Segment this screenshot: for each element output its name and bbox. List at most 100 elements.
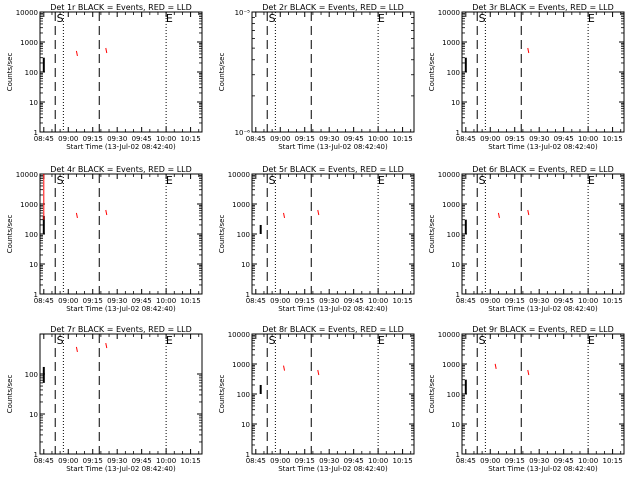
x-tick-label: 09:15 [505, 457, 525, 465]
lld-mark [105, 47, 108, 54]
y-tick-label: 100 [447, 69, 460, 77]
y-tick-label: 1000 [232, 201, 250, 209]
panel-6: Det 6r BLACK = Events, RED = LLD 1 10 100 10… [428, 165, 625, 313]
panel-4: Det 4r BLACK = Events, RED = LLD 1 10 100 10… [6, 165, 203, 313]
x-tick-label: 09:45 [344, 457, 364, 465]
y-tick-label: 10 [241, 261, 250, 269]
marker-label: S [479, 334, 486, 347]
plot-frame [251, 11, 415, 133]
x-axis-label: Start Time (13-Jul-02 08:42:40) [278, 465, 388, 473]
y-tick-label: 100 [447, 391, 460, 399]
x-tick-label: 10:00 [578, 135, 598, 143]
marker-label: S [269, 174, 276, 187]
x-tick-label: 10:15 [392, 457, 412, 465]
marker-label: E [588, 334, 595, 347]
x-tick-label: 09:00 [270, 297, 290, 305]
y-tick-label: 10 [29, 99, 38, 107]
panel-3: Det 3r BLACK = Events, RED = LLD 1 10 100 10… [428, 3, 625, 151]
y-tick-label: 10 [451, 421, 460, 429]
x-tick-label: 10:00 [578, 457, 598, 465]
y-tick-label: 10000 [228, 171, 250, 179]
x-tick-label: 09:00 [58, 135, 78, 143]
marker-label: E [588, 12, 595, 25]
lld-mark [527, 47, 530, 54]
marker-label: S [57, 174, 64, 187]
y-tick-label: 1000 [232, 361, 250, 369]
x-tick-label: 09:15 [295, 135, 315, 143]
x-tick-label: 09:45 [554, 457, 574, 465]
x-tick-label: 09:45 [132, 457, 152, 465]
x-tick-label: 09:15 [505, 297, 525, 305]
y-tick-label: 10 [451, 261, 460, 269]
plot-frame [39, 11, 203, 133]
x-tick-label: 09:30 [529, 457, 549, 465]
lld-mark [317, 209, 320, 216]
x-axis-label: Start Time (13-Jul-02 08:42:40) [278, 305, 388, 313]
y-axis-label: Counts/sec [6, 215, 14, 254]
x-tick-label: 10:15 [180, 135, 200, 143]
panel-1: Det 1r BLACK = Events, RED = LLD 1 10 100 10… [6, 3, 203, 151]
x-axis-label: Start Time (13-Jul-02 08:42:40) [488, 465, 598, 473]
y-axis-label: Counts/sec [218, 53, 226, 92]
y-tick-label: 1 [456, 451, 460, 459]
y-tick-label: 10000 [228, 331, 250, 339]
y-tick-label: 1000 [442, 361, 460, 369]
y-tick-label: 10000 [438, 9, 460, 17]
x-tick-label: 09:15 [505, 135, 525, 143]
y-tick-label: 100 [237, 391, 250, 399]
x-tick-label: 08:45 [456, 297, 476, 305]
plot-frame [461, 333, 625, 455]
x-tick-label: 10:00 [578, 297, 598, 305]
lld-mark [497, 212, 500, 219]
y-tick-label: 10 [29, 261, 38, 269]
x-tick-label: 09:30 [529, 297, 549, 305]
y-tick-label: 1 [34, 451, 38, 459]
x-axis-label: Start Time (13-Jul-02 08:42:40) [66, 465, 176, 473]
x-tick-label: 09:30 [529, 135, 549, 143]
marker-label: S [57, 12, 64, 25]
x-tick-label: 08:45 [246, 135, 266, 143]
x-tick-label: 10:00 [156, 297, 176, 305]
lld-mark [75, 212, 78, 219]
x-tick-label: 10:00 [156, 457, 176, 465]
x-tick-label: 10:15 [180, 457, 200, 465]
y-tick-label: 1000 [442, 39, 460, 47]
x-tick-label: 10:15 [392, 135, 412, 143]
y-tick-label: 100 [25, 231, 38, 239]
x-tick-label: 10:00 [368, 135, 388, 143]
x-tick-label: 10:15 [392, 297, 412, 305]
x-tick-label: 10:15 [602, 457, 622, 465]
plot-frame [39, 333, 203, 455]
y-tick-label: 1000 [20, 39, 38, 47]
x-axis-label: Start Time (13-Jul-02 08:42:40) [66, 143, 176, 151]
y-tick-label: 10⁻⁵ [235, 9, 251, 17]
x-tick-label: 09:00 [58, 297, 78, 305]
panel-title: Det 3r BLACK = Events, RED = LLD [472, 3, 614, 12]
y-tick-label: 10000 [438, 171, 460, 179]
x-tick-label: 09:30 [319, 297, 339, 305]
y-tick-label: 10⁻⁶ [235, 129, 251, 137]
lld-mark [105, 342, 108, 349]
x-tick-label: 09:45 [132, 135, 152, 143]
marker-label: E [166, 12, 173, 25]
y-tick-label: 1 [456, 129, 460, 137]
y-tick-label: 1000 [20, 201, 38, 209]
lld-mark [105, 209, 108, 216]
x-tick-label: 09:30 [319, 457, 339, 465]
y-tick-label: 1 [34, 291, 38, 299]
x-tick-label: 09:15 [83, 297, 103, 305]
marker-label: S [269, 12, 276, 25]
x-tick-label: 09:45 [554, 135, 574, 143]
x-tick-label: 09:45 [344, 297, 364, 305]
x-tick-label: 10:00 [368, 457, 388, 465]
plot-frame [461, 11, 625, 133]
y-tick-label: 1 [246, 291, 250, 299]
marker-label: S [479, 174, 486, 187]
panel-title: Det 4r BLACK = Events, RED = LLD [50, 165, 192, 174]
x-tick-label: 09:30 [107, 457, 127, 465]
x-tick-label: 09:00 [480, 297, 500, 305]
y-axis-label: Counts/sec [218, 215, 226, 254]
x-tick-label: 10:15 [602, 135, 622, 143]
lld-mark [283, 365, 286, 371]
